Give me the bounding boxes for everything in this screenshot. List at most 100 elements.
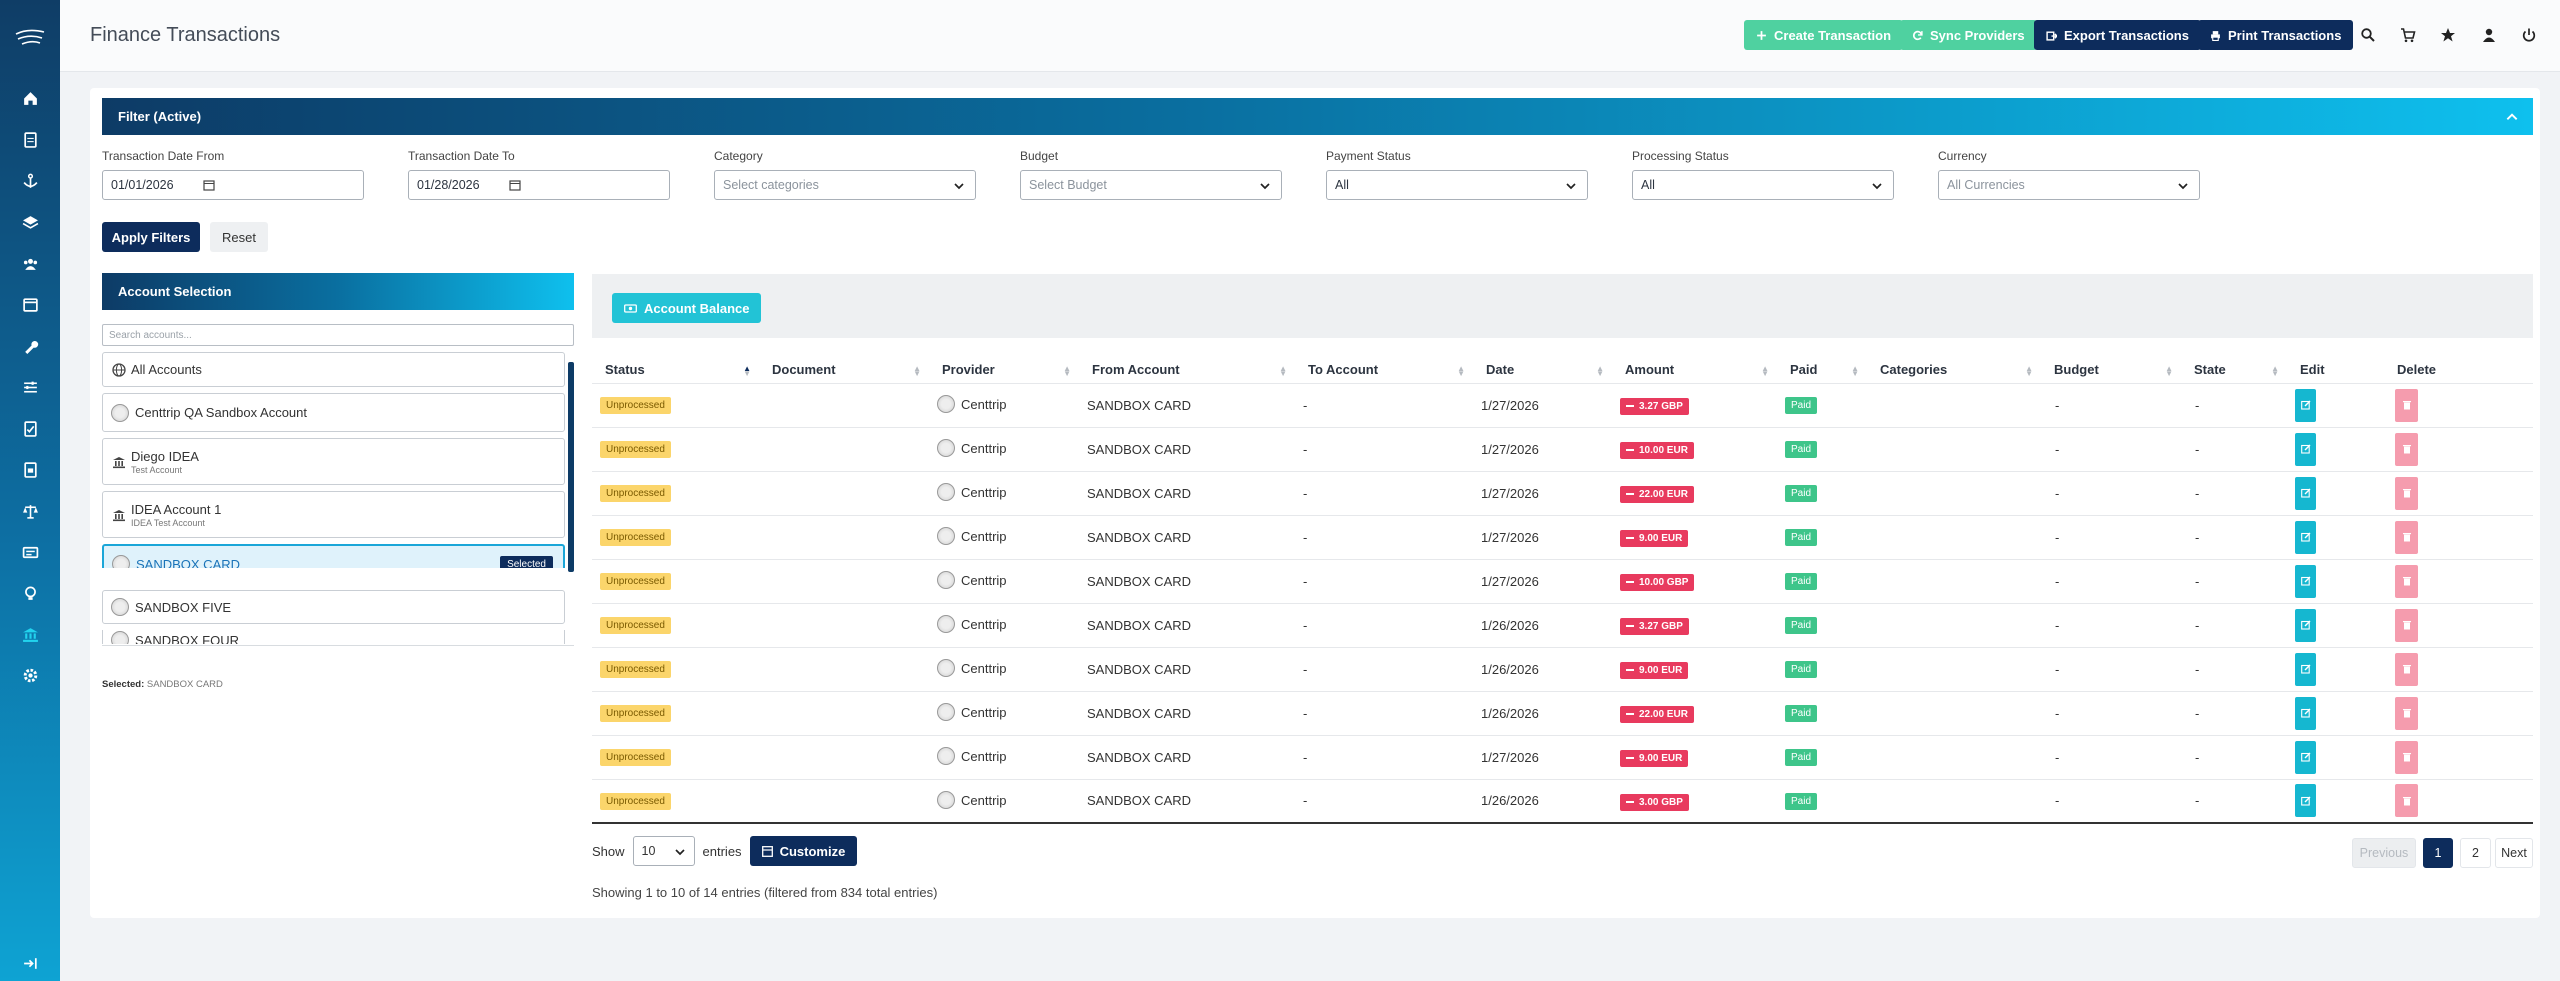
id-card-icon[interactable] (18, 540, 42, 564)
account-item-diego-idea[interactable]: Diego IDEA Test Account (102, 438, 565, 485)
next-page-button[interactable]: Next (2495, 838, 2533, 868)
edit-button[interactable] (2295, 564, 2316, 598)
edit-button[interactable] (2295, 388, 2316, 422)
sort-icon[interactable]: ▲ ▼ (2165, 364, 2173, 378)
sort-icon[interactable]: ▲ ▼ (743, 364, 751, 378)
calendar-icon[interactable] (18, 292, 42, 316)
home-icon[interactable] (18, 86, 42, 110)
delete-button[interactable] (2395, 784, 2418, 818)
table-row[interactable]: Unprocessed Centtrip SANDBOX CARD -1/27/202… (592, 558, 2533, 603)
scale-icon[interactable] (18, 499, 42, 523)
currency-select[interactable]: All Currencies (1938, 170, 2200, 200)
account-item-sandbox-five[interactable]: SANDBOX FIVE (102, 590, 565, 624)
calendar-icon[interactable] (203, 179, 215, 191)
account-balance-button[interactable]: Account Balance (612, 293, 762, 323)
delete-button[interactable] (2395, 696, 2418, 730)
table-row[interactable]: Unprocessed Centtrip SANDBOX CARD -1/26/202… (592, 778, 2533, 824)
delete-button[interactable] (2395, 564, 2418, 598)
edit-button[interactable] (2295, 520, 2316, 554)
account-search-input[interactable]: Search accounts... (102, 324, 574, 346)
clipboard-icon[interactable] (18, 127, 42, 151)
edit-button[interactable] (2295, 652, 2316, 686)
star-icon[interactable] (2437, 24, 2459, 46)
search-icon[interactable] (2357, 24, 2379, 46)
column-header-from-account[interactable]: From Account ▲ ▼ (1079, 357, 1295, 383)
date-to-input[interactable]: 01/28/2026 (408, 170, 670, 200)
edit-button[interactable] (2295, 696, 2316, 730)
edit-button[interactable] (2295, 784, 2316, 818)
anchor-icon[interactable] (18, 169, 42, 193)
table-row[interactable]: Unprocessed Centtrip SANDBOX CARD -1/27/202… (592, 514, 2533, 559)
edit-button[interactable] (2295, 740, 2316, 774)
power-icon[interactable] (2518, 24, 2540, 46)
lightbulb-icon[interactable] (18, 581, 42, 605)
apply-filters-button[interactable]: Apply Filters (102, 222, 200, 252)
sort-icon[interactable]: ▲ ▼ (1761, 364, 1769, 378)
wrench-icon[interactable] (18, 334, 42, 358)
table-row[interactable]: Unprocessed Centtrip SANDBOX CARD -1/27/202… (592, 426, 2533, 471)
sort-icon[interactable]: ▲ ▼ (2271, 364, 2279, 378)
account-item-sandbox-four[interactable]: SANDBOX FOUR (102, 630, 565, 644)
date-from-input[interactable]: 01/01/2026 (102, 170, 364, 200)
print-transactions-button[interactable]: Print Transactions (2198, 20, 2354, 50)
delete-button[interactable] (2395, 652, 2418, 686)
delete-button[interactable] (2395, 740, 2418, 774)
table-row[interactable]: Unprocessed Centtrip SANDBOX CARD -1/26/202… (592, 646, 2533, 691)
reset-button[interactable]: Reset (210, 222, 268, 252)
edit-button[interactable] (2295, 608, 2316, 642)
column-header-edit[interactable]: Edit (2287, 357, 2384, 383)
page-1-button[interactable]: 1 (2423, 838, 2453, 868)
export-transactions-button[interactable]: Export Transactions (2034, 20, 2201, 50)
account-item-all[interactable]: All Accounts (102, 352, 565, 387)
column-header-amount[interactable]: Amount ▲ ▼ (1612, 357, 1777, 383)
cart-icon[interactable] (2397, 24, 2419, 46)
delete-button[interactable] (2395, 432, 2418, 466)
column-header-paid[interactable]: Paid ▲ ▼ (1777, 357, 1867, 383)
table-row[interactable]: Unprocessed Centtrip SANDBOX CARD -1/26/202… (592, 602, 2533, 647)
table-row[interactable]: Unprocessed Centtrip SANDBOX CARD -1/27/202… (592, 734, 2533, 779)
layers-icon[interactable] (18, 210, 42, 234)
users-icon[interactable] (18, 251, 42, 275)
entries-per-page-select[interactable]: 10 (632, 836, 695, 866)
sync-providers-button[interactable]: Sync Providers (1900, 20, 2037, 50)
account-item-sandbox-card[interactable]: SANDBOX CARD Selected (102, 544, 565, 568)
page-2-button[interactable]: 2 (2460, 838, 2491, 868)
user-icon[interactable] (2478, 24, 2500, 46)
sort-icon[interactable]: ▲ ▼ (1063, 364, 1071, 378)
create-transaction-button[interactable]: Create Transaction (1744, 20, 1904, 50)
account-item-idea-account-1[interactable]: IDEA Account 1 IDEA Test Account (102, 491, 565, 538)
logout-icon[interactable] (18, 951, 42, 975)
column-header-document[interactable]: Document ▲ ▼ (759, 357, 929, 383)
column-header-provider[interactable]: Provider ▲ ▼ (929, 357, 1079, 383)
column-header-delete[interactable]: Delete (2384, 357, 2533, 383)
account-item-centtrip-qa[interactable]: Centtrip QA Sandbox Account (102, 393, 565, 432)
edit-button[interactable] (2295, 432, 2316, 466)
delete-button[interactable] (2395, 388, 2418, 422)
report-icon[interactable] (18, 457, 42, 481)
processing-status-select[interactable]: All (1632, 170, 1894, 200)
settings-icon[interactable] (18, 663, 42, 687)
table-row[interactable]: Unprocessed Centtrip SANDBOX CARD -1/27/202… (592, 382, 2533, 427)
delete-button[interactable] (2395, 476, 2418, 510)
app-logo-icon[interactable] (14, 26, 46, 48)
delete-button[interactable] (2395, 608, 2418, 642)
sort-icon[interactable]: ▲ ▼ (1596, 364, 1604, 378)
previous-page-button[interactable]: Previous (2352, 838, 2416, 868)
category-select[interactable]: Select categories (714, 170, 976, 200)
sort-icon[interactable]: ▲ ▼ (1279, 364, 1287, 378)
chevron-up-icon[interactable] (2505, 110, 2519, 124)
budget-select[interactable]: Select Budget (1020, 170, 1282, 200)
calendar-icon[interactable] (509, 179, 521, 191)
column-header-state[interactable]: State ▲ ▼ (2181, 357, 2287, 383)
column-header-categories[interactable]: Categories ▲ ▼ (1867, 357, 2041, 383)
column-header-budget[interactable]: Budget ▲ ▼ (2041, 357, 2181, 383)
sort-icon[interactable]: ▲ ▼ (1851, 364, 1859, 378)
customize-button[interactable]: Customize (749, 836, 858, 866)
checklist-icon[interactable] (18, 416, 42, 440)
column-header-to-account[interactable]: To Account ▲ ▼ (1295, 357, 1473, 383)
account-list-scrollbar[interactable] (568, 362, 574, 572)
column-header-date[interactable]: Date ▲ ▼ (1473, 357, 1612, 383)
edit-button[interactable] (2295, 476, 2316, 510)
table-row[interactable]: Unprocessed Centtrip SANDBOX CARD -1/27/202… (592, 470, 2533, 515)
column-header-status[interactable]: Status ▲ ▼ (592, 357, 759, 383)
